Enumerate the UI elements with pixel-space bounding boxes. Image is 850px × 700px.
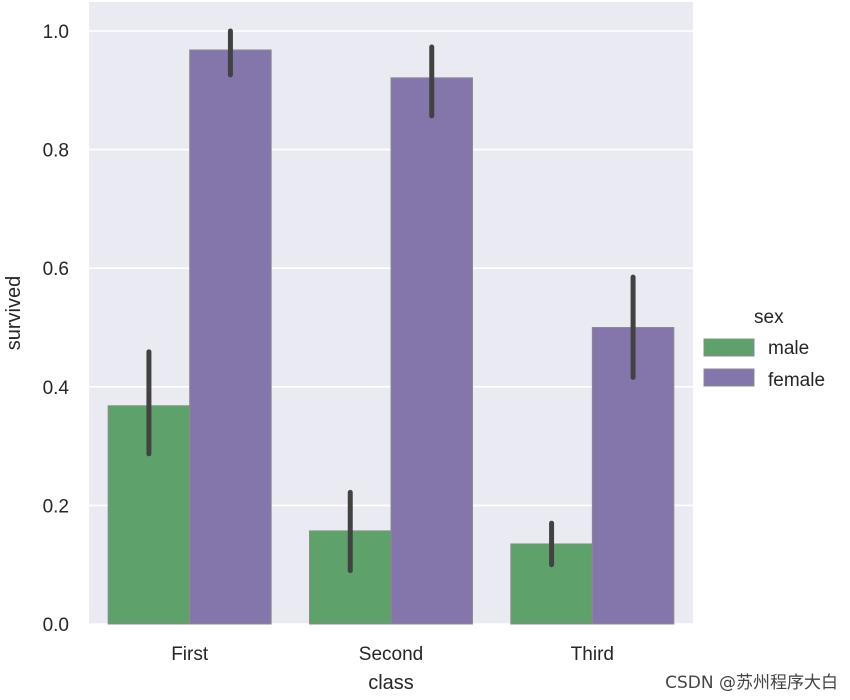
watermark: CSDN @苏州程序大白	[665, 673, 838, 693]
y-tick-label: 0.4	[43, 378, 70, 399]
y-tick-label: 0.0	[43, 615, 69, 636]
legend-swatch-male	[703, 338, 755, 357]
y-tick-label: 1.0	[43, 22, 69, 43]
y-tick-label: 0.8	[43, 141, 69, 162]
legend-label-female: female	[768, 370, 825, 391]
legend: sex male female	[703, 307, 825, 391]
bar-female-second	[390, 77, 473, 625]
y-tick-labels: 0.0 0.2 0.4 0.6 0.8 1.0	[43, 22, 70, 636]
x-tick-label: Third	[571, 644, 614, 665]
y-axis-label: survived	[3, 276, 25, 350]
bar-female-first	[189, 49, 272, 625]
x-axis-label: class	[368, 672, 414, 694]
legend-swatch-female	[703, 368, 755, 387]
legend-label-male: male	[768, 338, 809, 359]
error-bars	[146, 28, 636, 574]
legend-title: sex	[754, 307, 784, 328]
x-tick-label: First	[171, 644, 209, 665]
y-tick-label: 0.2	[43, 496, 69, 517]
x-tick-label: Second	[359, 644, 423, 665]
y-tick-label: 0.6	[43, 259, 69, 280]
x-tick-labels: First Second Third	[171, 644, 614, 665]
